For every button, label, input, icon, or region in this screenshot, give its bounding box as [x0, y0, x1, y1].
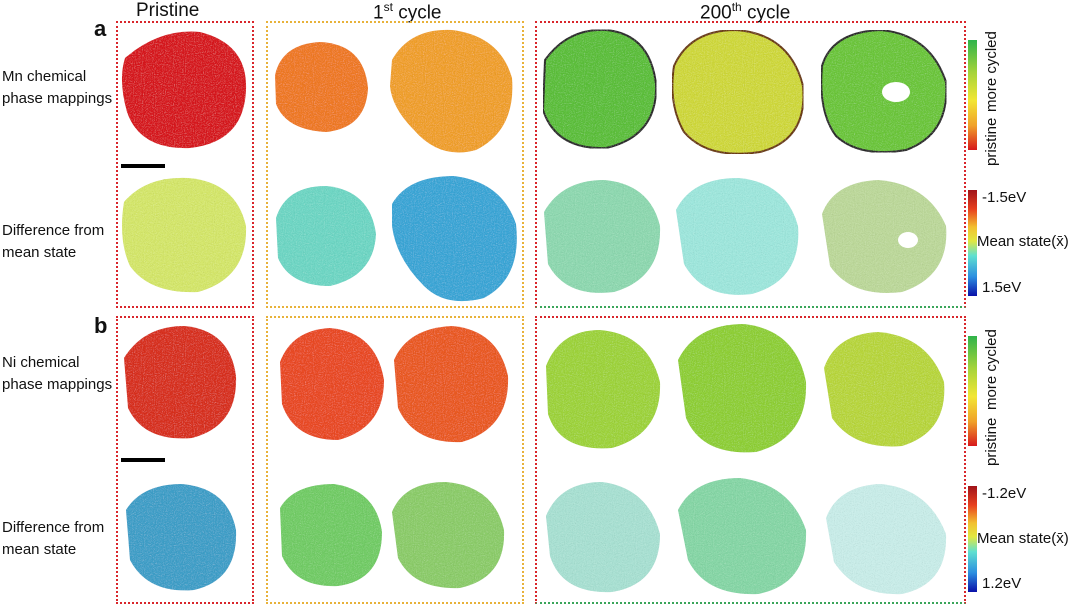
particle-b-200th-diff-1: [546, 482, 660, 593]
particle-a-1st-diff-1: [276, 186, 376, 286]
header-pristine: Pristine: [136, 0, 200, 21]
particle-b-200th-phase-2: [678, 324, 807, 453]
particle-b-1st-diff-1: [280, 484, 382, 587]
box-b-pristine: [116, 316, 254, 604]
header-1st-cycle-sup: st: [383, 0, 393, 14]
box-b-200th-cycle: [535, 316, 966, 604]
particle-a-1st-phase-2: [390, 29, 513, 153]
colorbar-a-diff-mid: Mean state(x̄): [977, 233, 1069, 250]
row-label-mn-phase-line1: Mn chemical: [2, 68, 87, 85]
particle-a-1st-phase-1: [275, 42, 368, 132]
particle-b-200th-diff-3: [826, 484, 947, 595]
box-a-200th-cycle: [535, 21, 966, 308]
particle-b-1st-phase-1: [280, 328, 384, 440]
row-label-ni-difference-line1: Difference from: [2, 519, 105, 536]
colorbar-b-phase-bottom-label: pristine: [983, 417, 1000, 466]
particle-a-200th-diff-2: [676, 178, 799, 295]
header-1st-cycle: 1st cycle: [373, 0, 442, 24]
colorbar-a-diff-top: -1.5eV: [982, 189, 1027, 206]
particle-a-pristine-diff: [122, 177, 247, 293]
row-label-ni-difference-line2: mean state: [2, 541, 77, 558]
box-a-1st-cycle: [266, 21, 524, 308]
colorbar-a-diff-bottom: 1.5eV: [982, 279, 1022, 296]
particle-b-1st-diff-2: [392, 482, 505, 589]
crack-a-200th-phase-3: [882, 82, 910, 102]
particle-b-200th-phase-3: [824, 332, 945, 447]
colorbar-b-diff-top: -1.2eV: [982, 485, 1027, 502]
header-200th-cycle-rest: cycle: [741, 2, 791, 24]
row-label-mn-difference-line1: Difference from: [2, 222, 105, 239]
row-label-ni-phase: Ni chemical phase mappings: [2, 352, 112, 396]
crack-a-200th-diff-3: [898, 232, 918, 248]
particle-a-200th-phase-2: [671, 28, 805, 155]
particle-a-200th-phase-1: [541, 28, 658, 150]
particle-b-200th-phase-1: [546, 330, 661, 449]
colorbar-b-diff: [968, 486, 977, 592]
scale-bar-b: [121, 458, 165, 462]
header-1st-cycle-rest: cycle: [392, 2, 442, 24]
particle-b-pristine-phase: [124, 326, 237, 439]
scale-bar-a: [121, 164, 165, 168]
particle-b-200th-diff-2: [678, 478, 807, 595]
row-label-mn-difference-line2: mean state: [2, 244, 77, 261]
header-200th-cycle-sup: th: [731, 0, 742, 14]
colorbar-b-diff-mid: Mean state(x̄): [977, 530, 1069, 547]
header-1st-cycle-num: 1: [373, 2, 384, 24]
colorbar-b-diff-bottom: 1.2eV: [982, 575, 1022, 592]
particle-a-200th-diff-3: [822, 180, 947, 293]
header-200th-cycle: 200th cycle: [700, 0, 790, 24]
row-label-ni-phase-line2: phase mappings: [2, 376, 113, 393]
particle-b-1st-phase-2: [394, 326, 509, 443]
row-label-mn-phase: Mn chemical phase mappings: [2, 66, 112, 110]
row-label-mn-phase-line2: phase mappings: [2, 90, 113, 107]
particle-b-pristine-diff: [126, 484, 237, 591]
box-b-1st-cycle: [266, 316, 524, 604]
colorbar-b-phase-top-label: more cycled: [983, 329, 1000, 410]
particle-a-pristine-phase: [121, 31, 247, 149]
colorbar-a-phase: [968, 40, 977, 150]
colorbar-a-diff: [968, 190, 977, 296]
colorbar-a-phase-bottom-label: pristine: [983, 117, 1000, 166]
colorbar-b-phase: [968, 336, 977, 446]
panel-letter-a: a: [94, 16, 107, 41]
row-label-ni-difference: Difference from mean state: [2, 517, 104, 561]
box-a-pristine: [116, 21, 254, 308]
particle-a-200th-diff-1: [544, 180, 661, 293]
row-label-ni-phase-line1: Ni chemical: [2, 354, 80, 371]
particle-a-1st-diff-2: [392, 176, 517, 302]
panel-letter-b: b: [94, 313, 108, 338]
colorbar-a-phase-top-label: more cycled: [983, 31, 1000, 112]
row-label-mn-difference: Difference from mean state: [2, 220, 104, 264]
header-200th-cycle-num: 200: [700, 2, 732, 24]
